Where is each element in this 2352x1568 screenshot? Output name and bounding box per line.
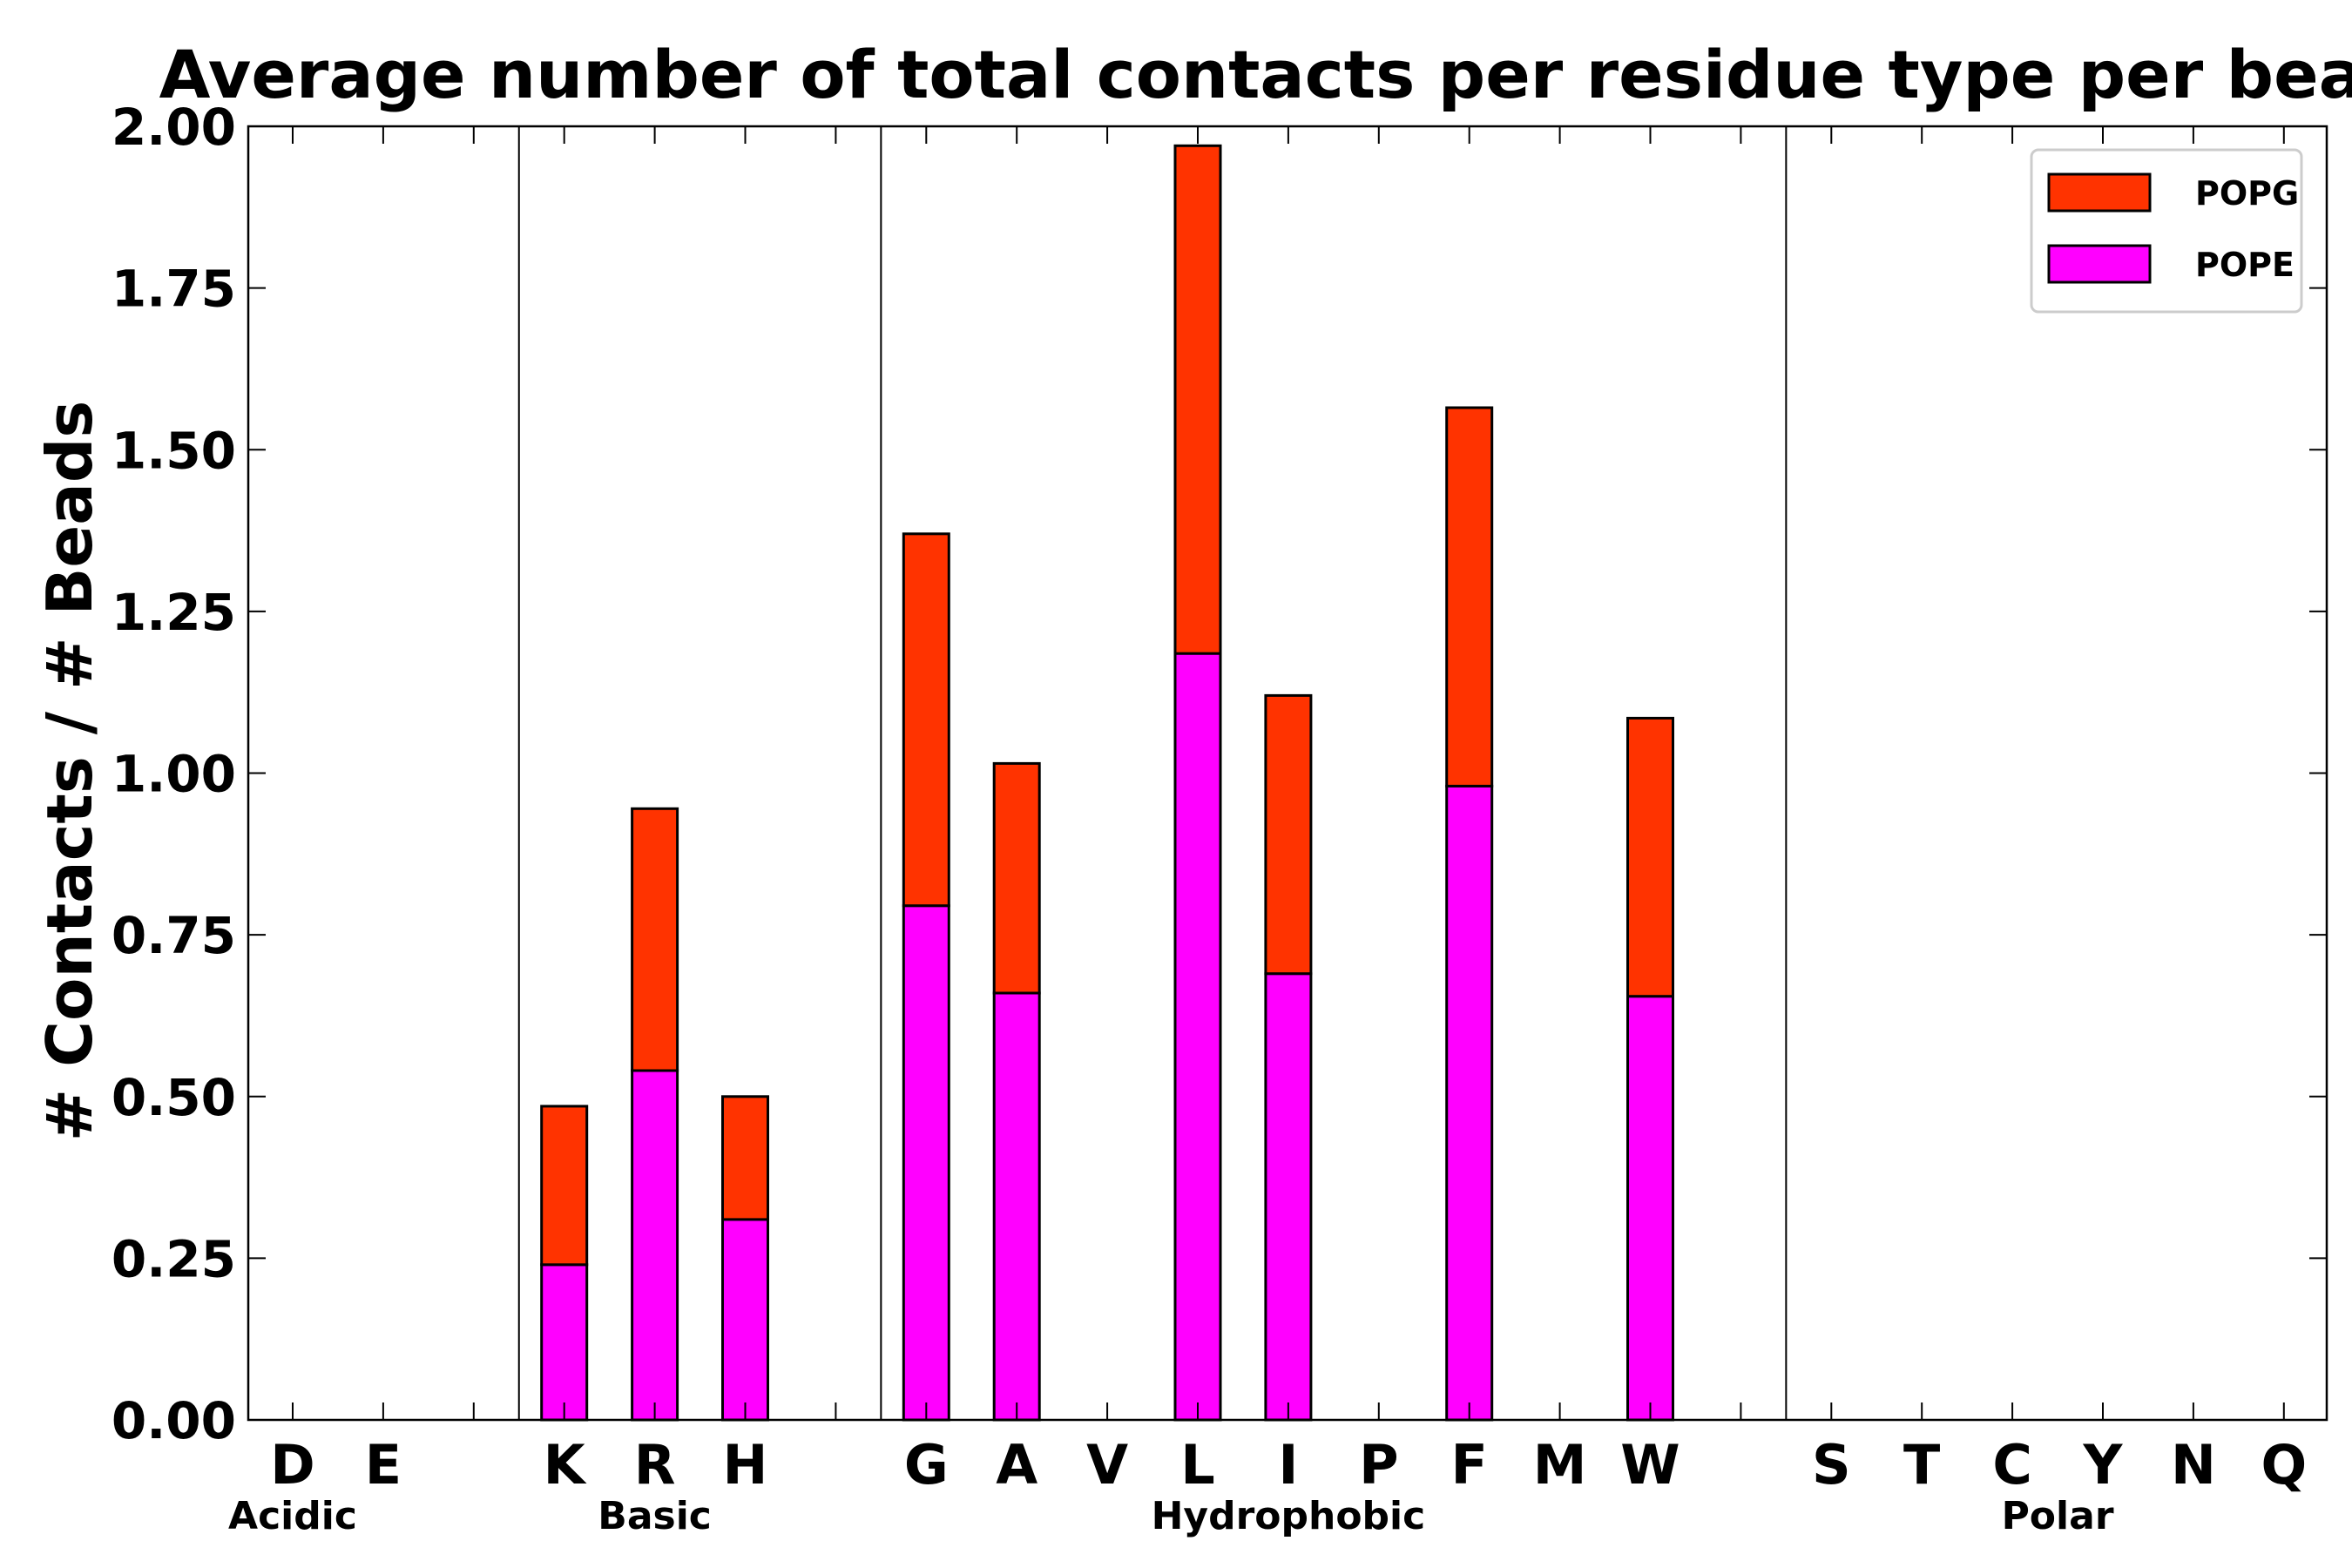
bar-popg-L — [1173, 144, 1222, 655]
ticks-layer — [248, 125, 2327, 1421]
bar-pope-W — [1626, 995, 1674, 1422]
y-tick-label-0.25: 0.25 — [112, 1229, 236, 1288]
separator-layer — [517, 126, 1788, 1420]
bar-pope-G — [902, 904, 950, 1422]
x-tick-label-R: R — [634, 1433, 676, 1497]
legend-label-pope: POPE — [2195, 246, 2295, 284]
y-tick-label-0.50: 0.50 — [112, 1068, 236, 1127]
x-tick-label-L: L — [1180, 1433, 1215, 1497]
legend-swatch-pope — [2047, 244, 2152, 284]
x-tick-label-H: H — [723, 1433, 768, 1497]
bar-pope-R — [631, 1069, 679, 1422]
x-tick-label-T: T — [1903, 1433, 1940, 1497]
x-tick-label-G: G — [904, 1433, 949, 1497]
x-tick-label-Q: Q — [2261, 1433, 2307, 1497]
x-tick-label-A: A — [996, 1433, 1037, 1497]
bars-layer — [540, 144, 1674, 1422]
x-tick-label-S: S — [1812, 1433, 1851, 1497]
y-tick-label-0.75: 0.75 — [112, 906, 236, 965]
group-label-polar: Polar — [2002, 1494, 2114, 1538]
x-tick-label-W: W — [1620, 1433, 1680, 1497]
bar-pope-I — [1264, 972, 1313, 1422]
x-tick-label-M: M — [1533, 1433, 1587, 1497]
x-tick-label-F: F — [1451, 1433, 1488, 1497]
bar-popg-W — [1626, 716, 1674, 998]
x-tick-label-V: V — [1086, 1433, 1128, 1497]
group-label-basic: Basic — [598, 1494, 712, 1538]
x-tick-label-Y: Y — [2083, 1433, 2124, 1497]
bar-popg-H — [721, 1095, 769, 1221]
bar-popg-F — [1445, 406, 1494, 787]
legend-label-popg: POPG — [2195, 174, 2299, 213]
y-tick-label-1.50: 1.50 — [112, 421, 236, 480]
x-tick-label-K: K — [544, 1433, 587, 1497]
bar-pope-A — [992, 991, 1041, 1422]
x-tick-label-P: P — [1359, 1433, 1398, 1497]
bar-pope-L — [1173, 652, 1222, 1422]
bar-popg-I — [1264, 693, 1313, 976]
bar-popg-A — [992, 761, 1041, 995]
x-tick-label-I: I — [1278, 1433, 1298, 1497]
x-tick-label-C: C — [1992, 1433, 2032, 1497]
group-labels: Acidic Basic Hydrophobic Polar — [228, 1494, 2114, 1538]
x-tick-label-D: D — [270, 1433, 314, 1497]
y-tick-labels: 0.00 0.25 0.50 0.75 1.00 1.25 1.50 1.75 2.00 — [112, 98, 236, 1450]
y-tick-label-2.00: 2.00 — [112, 98, 236, 157]
group-label-hydrophobic: Hydrophobic — [1152, 1494, 1426, 1538]
legend: POPG POPE — [2030, 148, 2303, 314]
plot-frame — [247, 125, 2328, 1422]
bar-pope-H — [721, 1218, 769, 1422]
y-tick-label-1.75: 1.75 — [112, 260, 236, 319]
x-tick-label-E: E — [365, 1433, 402, 1497]
chart-title: Average number of total contacts per res… — [159, 36, 2352, 113]
y-tick-label-1.00: 1.00 — [112, 745, 236, 804]
legend-swatch-popg — [2047, 172, 2152, 213]
bar-pope-F — [1445, 784, 1494, 1422]
bar-popg-R — [631, 807, 679, 1072]
x-tick-label-N: N — [2171, 1433, 2216, 1497]
bar-popg-G — [902, 532, 950, 908]
group-label-acidic: Acidic — [228, 1494, 357, 1538]
y-tick-label-1.25: 1.25 — [112, 583, 236, 642]
bar-pope-K — [540, 1263, 589, 1422]
y-tick-label-0.00: 0.00 — [112, 1391, 236, 1450]
bar-popg-K — [540, 1105, 589, 1267]
y-axis-label: # Contacts / # Beads — [33, 401, 106, 1141]
